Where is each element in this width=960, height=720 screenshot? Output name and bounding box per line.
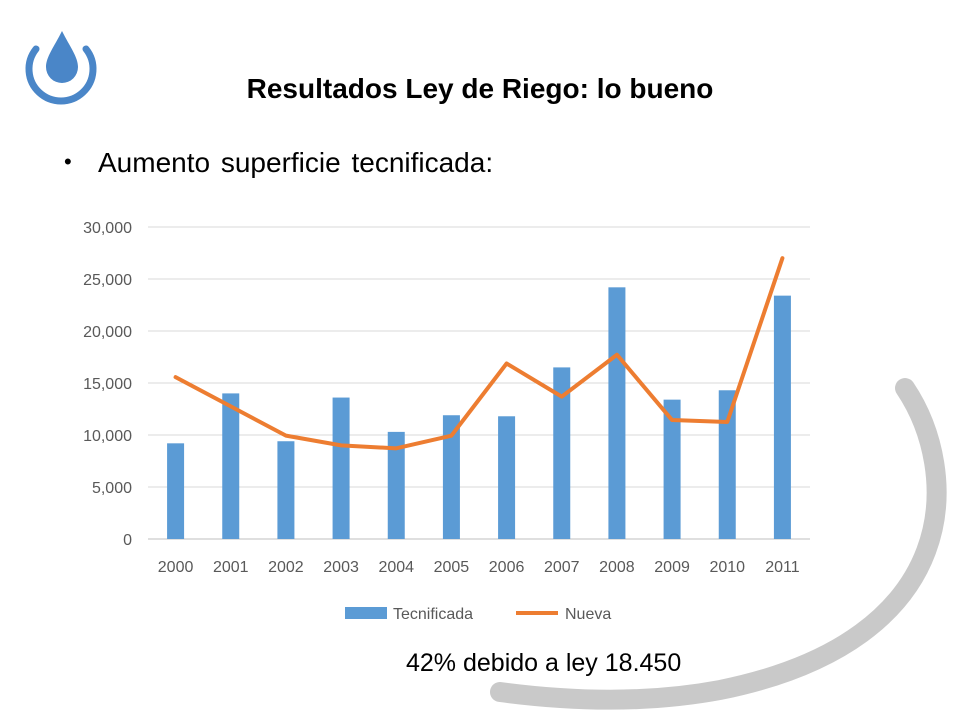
- bar: [663, 399, 681, 539]
- bar: [222, 393, 240, 539]
- x-tick-label: 2001: [213, 559, 249, 576]
- y-left-tick-label: 15,000: [83, 376, 132, 393]
- bullet-text: Aumento superficie tecnificada:: [98, 147, 494, 178]
- footnote: 42% debido a ley 18.450: [406, 649, 682, 677]
- bullet-dot: •: [64, 149, 72, 174]
- x-tick-label: 2000: [158, 559, 194, 576]
- y-left-tick-label: 25,000: [83, 272, 132, 289]
- bar: [167, 443, 185, 539]
- bar: [387, 431, 405, 539]
- legend-label: Tecnificada: [393, 606, 473, 623]
- water-drop-icon: [25, 31, 97, 105]
- bar: [332, 397, 350, 539]
- slide-title: Resultados Ley de Riego: lo bueno: [246, 73, 714, 104]
- series-line-nueva: [173, 256, 785, 451]
- bar: [773, 295, 791, 539]
- bar: [498, 416, 516, 539]
- x-tick-label: 2009: [654, 559, 690, 576]
- bar: [277, 441, 295, 539]
- x-tick-label: 2011: [765, 559, 800, 576]
- x-tick-label: 2007: [544, 559, 580, 576]
- bar: [442, 415, 460, 539]
- chart-panel: 05,00010,00015,00020,00025,00030,00002,0…: [62, 200, 820, 632]
- bar: [608, 287, 626, 539]
- y-left-tick-label: 10,000: [83, 428, 132, 445]
- y-left-tick-label: 5,000: [92, 480, 132, 497]
- x-tick-label: 2010: [709, 559, 745, 576]
- legend-swatch-tecnificada: [345, 607, 387, 619]
- x-tick-label: 2002: [268, 559, 304, 576]
- x-tick-label: 2006: [489, 559, 525, 576]
- bar: [718, 390, 736, 539]
- x-tick-label: 2008: [599, 559, 635, 576]
- x-tick-label: 2003: [323, 559, 359, 576]
- y-left-tick-label: 0: [123, 532, 132, 549]
- bullet-item: • Aumento superficie tecnificada:: [64, 147, 493, 179]
- combo-chart: 05,00010,00015,00020,00025,00030,00002,0…: [83, 220, 810, 623]
- y-left-tick-label: 20,000: [83, 324, 132, 341]
- bar: [553, 367, 571, 539]
- x-tick-label: 2005: [434, 559, 470, 576]
- legend-label: Nueva: [565, 606, 611, 623]
- x-tick-label: 2004: [378, 559, 414, 576]
- y-left-tick-label: 30,000: [83, 220, 132, 237]
